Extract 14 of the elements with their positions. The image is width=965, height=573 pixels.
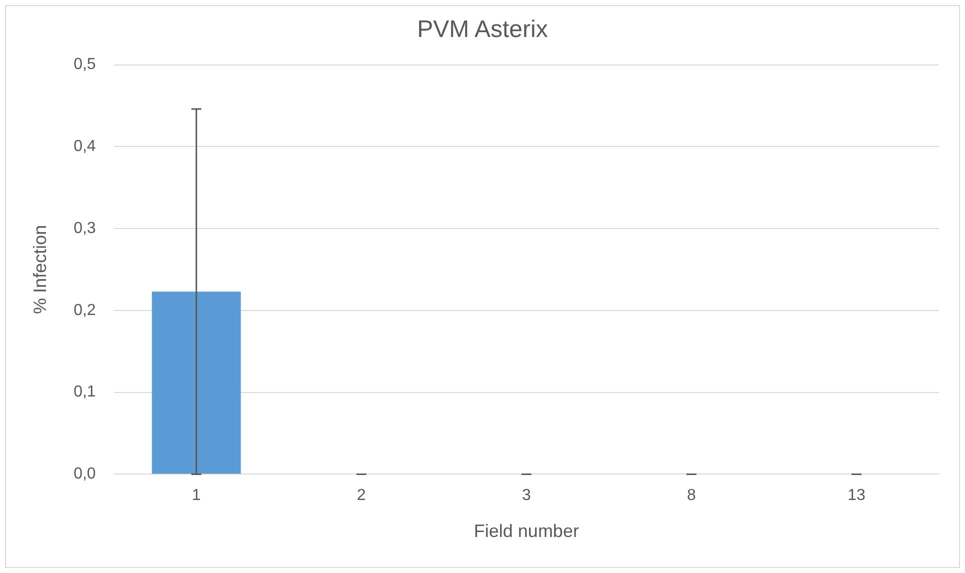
y-axis-title: % Infection [30, 224, 50, 314]
y-tick-label: 0,3 [74, 220, 96, 237]
y-tick-label: 0,2 [74, 302, 96, 319]
chart-title: PVM Asterix [417, 16, 548, 44]
y-tick-label: 0,4 [74, 138, 96, 156]
x-tick-label: 2 [356, 487, 366, 504]
y-tick-label: 0,5 [74, 56, 96, 74]
x-axis-title: Field number [474, 521, 579, 542]
y-tick-label: 0,1 [74, 384, 96, 401]
x-tick-label: 8 [687, 487, 696, 504]
x-tick-label: 3 [522, 487, 531, 504]
x-tick-label: 13 [848, 487, 866, 504]
x-tick-label: 1 [192, 487, 201, 504]
y-tick-label: 0,0 [74, 466, 96, 483]
